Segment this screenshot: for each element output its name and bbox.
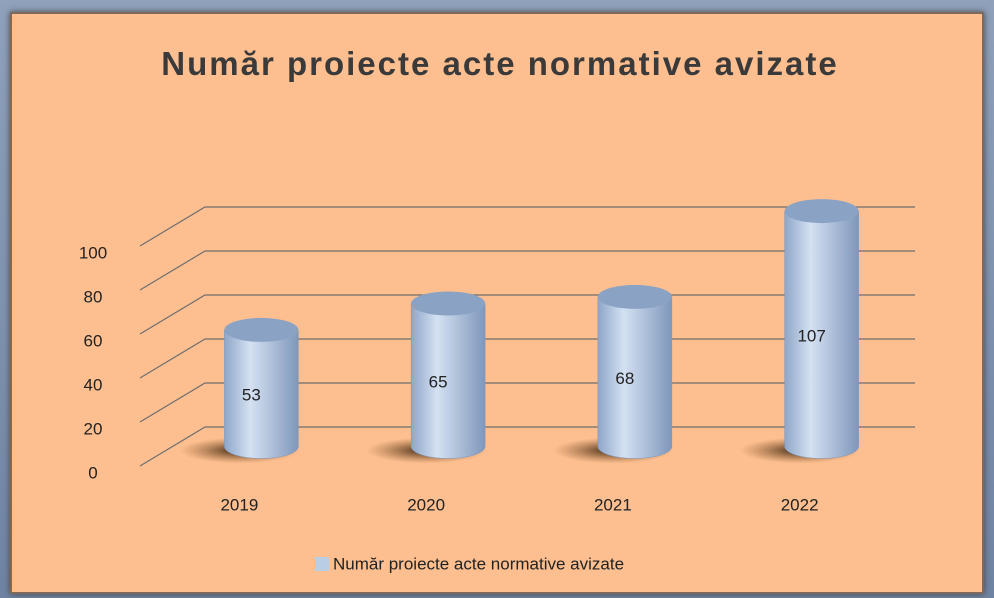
bar-top [411,291,486,316]
bar [410,303,486,459]
bar-top [784,199,859,224]
x-tick-label: 2021 [594,495,632,514]
legend-swatch [315,557,329,571]
bar-top [597,284,672,309]
x-tick-label: 2020 [407,495,445,514]
chart-title: Număr proiecte acte normative avizate [161,45,839,82]
value-label: 65 [429,372,448,391]
bar [597,296,673,459]
y-tick-label: 80 [84,287,103,306]
grid-line [139,382,915,423]
value-label: 68 [615,369,634,388]
y-tick-label: 0 [88,463,97,482]
grid-line [139,294,915,335]
x-tick-label: 2022 [781,495,819,514]
y-tick-label: 100 [79,243,107,262]
legend-label: Număr proiecte acte normative avizate [333,554,624,573]
value-label: 53 [242,386,261,405]
x-tick-label: 2019 [220,495,258,514]
grid-line [139,426,915,467]
value-label: 107 [797,326,825,345]
grid-line [139,206,915,247]
bar-top [224,317,299,342]
bar [224,329,299,459]
y-tick-label: 40 [84,375,103,394]
y-tick-label: 60 [84,331,103,350]
grid-line [139,250,915,291]
grid-line [139,338,915,379]
bar [784,210,859,459]
y-tick-label: 20 [84,419,103,438]
